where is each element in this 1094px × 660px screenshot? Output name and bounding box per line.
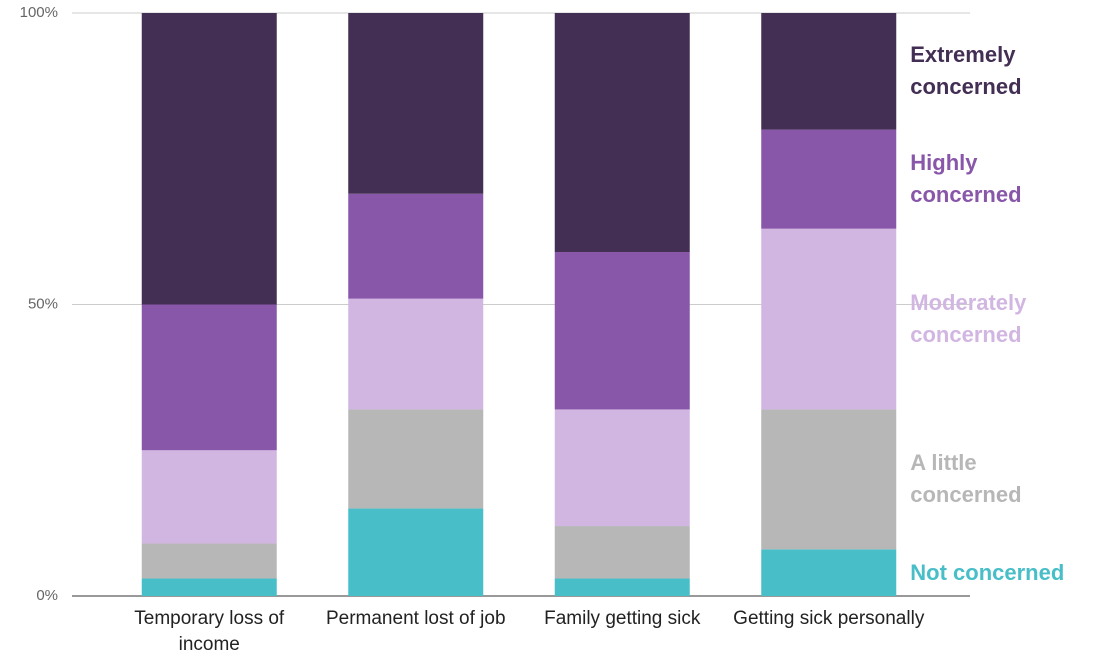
bar-segment: [554, 578, 690, 596]
bar-segment: [348, 13, 484, 194]
legend-entry: Highly concerned: [910, 150, 1022, 208]
bar-segment: [761, 129, 897, 229]
bar-segment: [141, 13, 277, 305]
bar-segment: [554, 13, 690, 253]
bar-segment: [141, 543, 277, 579]
y-tick-label: 0%: [36, 587, 58, 604]
x-tick-label: Permanent lost of job: [325, 608, 506, 629]
bar-segment: [141, 450, 277, 544]
x-tick-label: Temporary loss of income: [134, 608, 285, 655]
bar-segment: [761, 549, 897, 596]
bar-segment: [348, 193, 484, 299]
y-tick-label: 50%: [28, 295, 58, 312]
bar-segment: [141, 304, 277, 451]
legend-entry: A little concerned: [910, 450, 1022, 508]
x-tick-label: Family getting sick: [544, 608, 701, 629]
bar-segment: [554, 409, 690, 527]
legend-entry: Moderately concerned: [910, 290, 1027, 348]
bar-segment: [554, 526, 690, 579]
bar-segment: [348, 508, 484, 596]
y-tick-label: 100%: [20, 4, 58, 21]
legend-entry: Extremely concerned: [910, 42, 1022, 100]
bar-segment: [554, 252, 690, 410]
legend-entry: Not concerned: [910, 559, 1065, 585]
bar-segment: [761, 228, 897, 410]
bar-segment: [348, 298, 484, 410]
bar-segment: [348, 409, 484, 509]
bar-segment: [761, 13, 897, 130]
bar-segment: [141, 578, 277, 596]
x-tick-label: Getting sick personally: [733, 608, 925, 629]
bar-segment: [761, 409, 897, 550]
